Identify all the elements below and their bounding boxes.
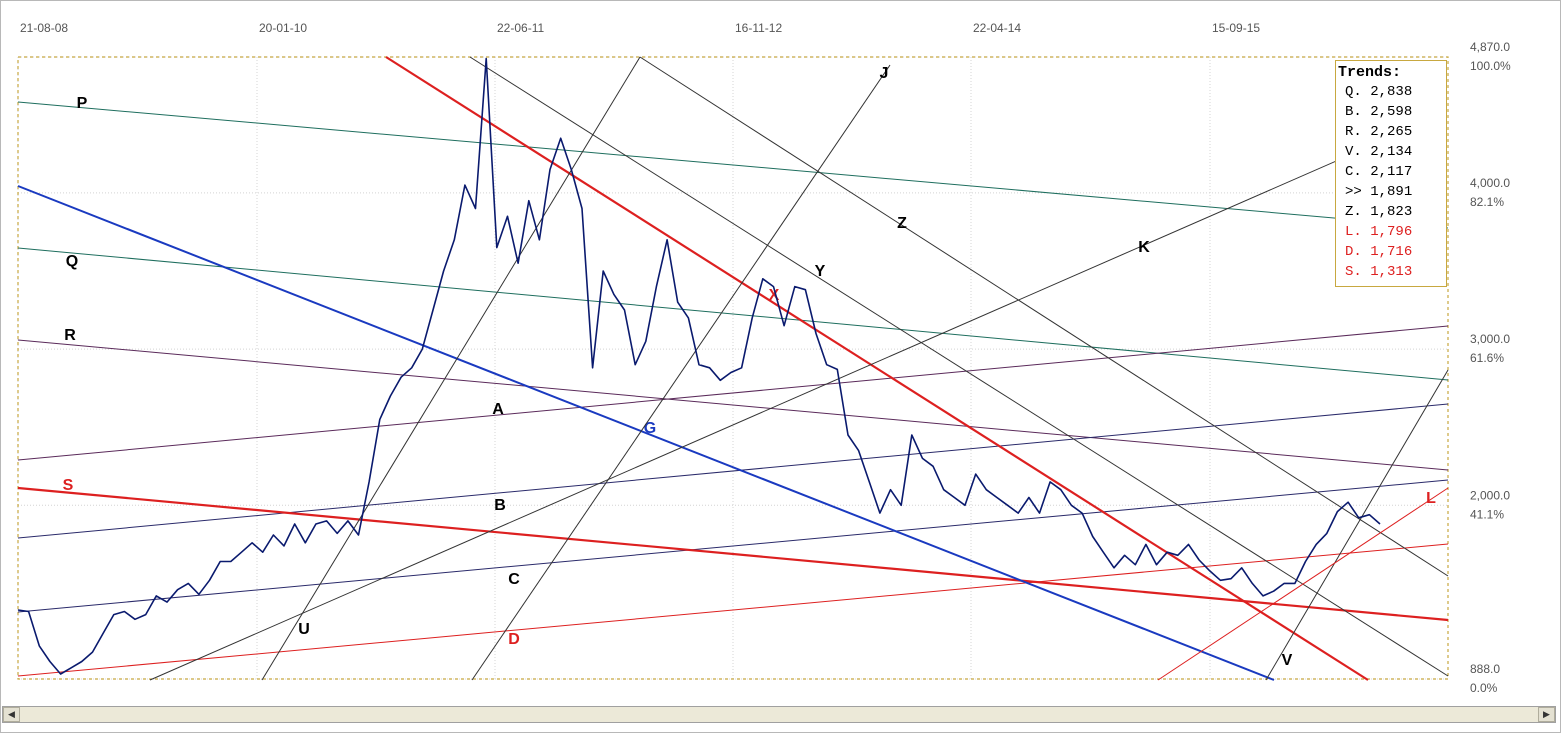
trend-label-j: J [880,65,889,82]
arrow-left-icon: ◀ [8,709,15,720]
trend-line-r [17,339,1449,471]
trend-label-a: A [492,401,504,418]
legend-item-label: D. [1345,244,1371,260]
legend-item: R. 2,265 [1336,122,1446,142]
y-tick-percent-label: 61.6% [1470,351,1504,365]
legend-item-value: 2,838 [1370,84,1413,100]
y-tick-price-label: 2,000.0 [1470,488,1510,502]
legend-item-label: B. [1345,104,1371,120]
trend-line-b [17,403,1449,539]
x-tick-label: 15-09-15 [1212,21,1260,35]
y-tick-price-label: 4,870.0 [1470,40,1510,54]
legend-title: Trends: [1338,64,1402,81]
trend-label-z: Z [897,215,907,232]
scroll-left-button[interactable]: ◀ [3,707,20,722]
trend-line-s [17,486,1449,622]
horizontal-scrollbar[interactable]: ◀ ▶ [2,706,1556,723]
legend-item: >> 1,891 [1336,182,1446,202]
y-tick-percent-label: 0.0% [1470,681,1498,695]
trend-label-x: X [769,287,780,304]
y-tick-percent-label: 100.0% [1470,59,1511,73]
y-tick-percent-label: 41.1% [1470,507,1504,521]
trend-label-q: Q [66,253,78,270]
trend-line-p [17,101,1449,229]
trend-line-x [385,56,1369,681]
legend-item-label: Q. [1345,84,1371,100]
trend-label-l: L [1426,490,1436,507]
x-tick-label: 21-08-08 [20,21,68,35]
trend-line-a [17,325,1449,461]
legend-item-label: Z. [1345,204,1371,220]
trend-label-v: V [1282,652,1293,669]
trend-line-u [261,56,641,681]
legend-item: Z. 1,823 [1336,202,1446,222]
legend-item: D. 1,716 [1336,242,1446,262]
scroll-right-button[interactable]: ▶ [1538,707,1555,722]
legend-item-value: 2,265 [1370,124,1413,140]
x-tick-label: 22-06-11 [497,21,544,35]
trend-label-g: G [644,420,656,437]
trend-line-v [1265,369,1449,681]
chart-canvas: 21-08-08 20-01-10 22-06-11 16-11-12 22-04-14… [17,21,1511,695]
trend-line-l [1157,487,1449,681]
trend-line-k [149,119,1431,681]
legend-item-value: 1,796 [1370,224,1413,240]
legend-item-label: R. [1345,124,1371,140]
legend-item-value: 1,891 [1370,184,1413,200]
legend-rows: Q. 2,838 B. 2,598 R. 2,265 V. 2,134 C. 2,117… [1336,82,1446,282]
legend-item-label: >> [1345,184,1371,200]
trend-label-d: D [508,631,520,648]
trend-label-s: S [63,477,74,494]
legend-item: L. 1,796 [1336,222,1446,242]
y-tick-percent-label: 82.1% [1470,195,1504,209]
price-series-line [17,57,1381,675]
legend-item-value: 2,598 [1370,104,1413,120]
trend-line-y [469,56,1449,677]
trend-line-c [17,479,1449,613]
legend-item: C. 2,117 [1336,162,1446,182]
legend-item: S. 1,313 [1336,262,1446,282]
trend-line-j [471,64,891,681]
x-tick-label: 16-11-12 [735,21,782,35]
x-tick-label: 20-01-10 [259,21,307,35]
trend-line-q [17,247,1449,381]
legend-item-label: L. [1345,224,1371,240]
legend-item-value: 1,716 [1370,244,1413,260]
y-tick-price-label: 888.0 [1470,662,1500,676]
legend-item-value: 1,823 [1370,204,1413,220]
arrow-right-icon: ▶ [1543,709,1550,720]
trend-line-z [639,56,1449,577]
trend-label-y: Y [815,263,826,280]
trend-line-d [17,543,1449,677]
legend-item-value: 2,117 [1370,164,1413,180]
trend-line-g [17,185,1275,681]
y-tick-price-label: 4,000.0 [1470,176,1510,190]
legend-item-value: 1,313 [1370,264,1413,280]
trend-label-c: C [508,571,520,588]
legend-item-label: S. [1345,264,1371,280]
legend-item: B. 2,598 [1336,102,1446,122]
y-tick-price-label: 3,000.0 [1470,332,1510,346]
legend-item-value: 2,134 [1370,144,1413,160]
trend-label-u: U [298,621,310,638]
legend-item-label: V. [1345,144,1371,160]
plot-frame [17,56,1449,680]
legend-item: V. 2,134 [1336,142,1446,162]
trend-label-b: B [494,497,506,514]
legend-item: Q. 2,838 [1336,82,1446,102]
trend-label-k: K [1138,239,1150,256]
trend-label-p: P [77,95,88,112]
trends-legend: Trends: Q. 2,838 B. 2,598 R. 2,265 V. 2,134… [1335,60,1447,287]
trend-label-r: R [64,327,76,344]
legend-item-label: C. [1345,164,1371,180]
x-tick-label: 22-04-14 [973,21,1021,35]
